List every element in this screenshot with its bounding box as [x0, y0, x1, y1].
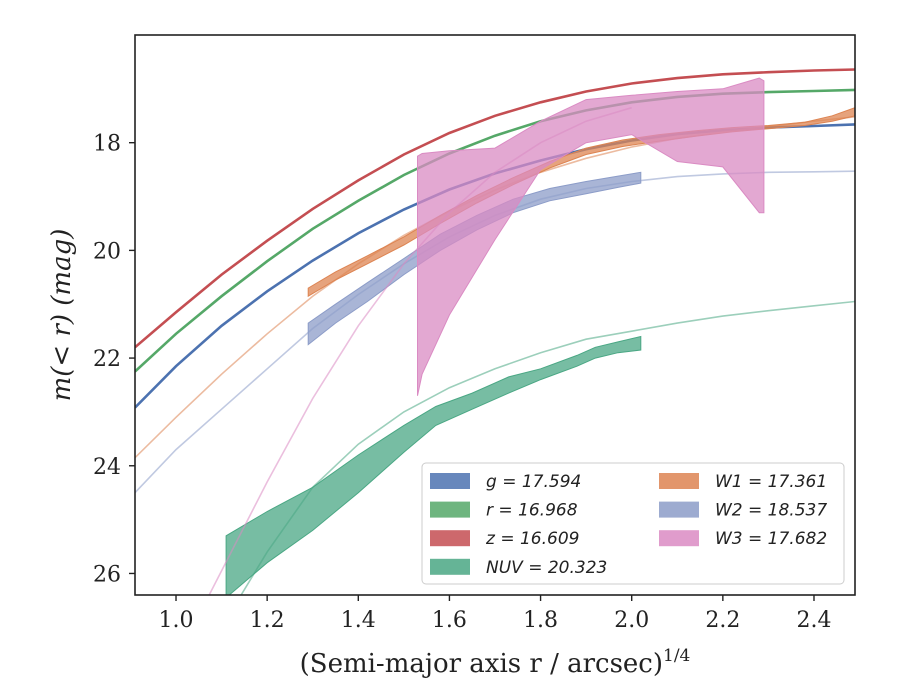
- x-tick-label: 1.8: [523, 608, 558, 633]
- legend-swatch-z: [430, 530, 470, 547]
- x-tick-label: 1.2: [250, 608, 285, 633]
- legend-label-g: g = 17.594: [486, 472, 581, 492]
- legend-swatch-w3: [659, 530, 699, 547]
- y-tick-label: 24: [93, 455, 121, 480]
- x-axis-title: (Semi-major axis r / arcsec)1/4: [300, 646, 691, 679]
- x-tick-label: 1.0: [159, 608, 194, 633]
- legend-swatch-g: [430, 473, 470, 489]
- legend-frame: [421, 462, 845, 585]
- legend: g = 17.594 r = 16.968 z = 16.609 NUV = 20.3…: [421, 462, 845, 585]
- plot-frame: [134, 34, 856, 596]
- legend-label-w3: W3 = 17.682: [715, 529, 827, 549]
- y-tick-label: 20: [93, 239, 121, 264]
- legend-swatch-w1: [659, 473, 699, 489]
- series-layer: [135, 68, 855, 595]
- x-tick-label: 2.2: [705, 608, 740, 633]
- legend-label-w2: W2 = 18.537: [715, 501, 827, 521]
- x-tick-label: 2.0: [614, 608, 649, 633]
- series-band-nuv: [225, 335, 642, 595]
- legend-label-z: z = 16.609: [485, 529, 579, 549]
- x-tick-label: 2.4: [796, 608, 831, 633]
- legend-label-r: r = 16.968: [486, 501, 578, 521]
- y-tick-label: 26: [93, 562, 121, 587]
- legend-label-nuv: NUV = 20.323: [486, 558, 607, 578]
- x-axis: 1.0 1.2 1.4 1.6 1.8 2.0 2.2 2.4: [159, 595, 831, 633]
- y-tick-label: 22: [93, 347, 121, 372]
- legend-swatch-r: [430, 501, 470, 518]
- series-line-z: [135, 68, 855, 349]
- legend-swatch-nuv: [430, 558, 470, 575]
- legend-label-w1: W1 = 17.361: [715, 472, 827, 492]
- x-axis-title-exponent: 1/4: [663, 646, 690, 666]
- y-tick-label: 18: [93, 132, 121, 157]
- x-tick-label: 1.6: [432, 608, 467, 633]
- y-axis: 18 20 22 24 26: [93, 132, 135, 587]
- x-tick-label: 1.4: [341, 608, 376, 633]
- legend-swatch-w2: [659, 501, 699, 518]
- y-axis-title: m(< r) (mag): [47, 229, 77, 402]
- series-band-w3: [417, 77, 765, 396]
